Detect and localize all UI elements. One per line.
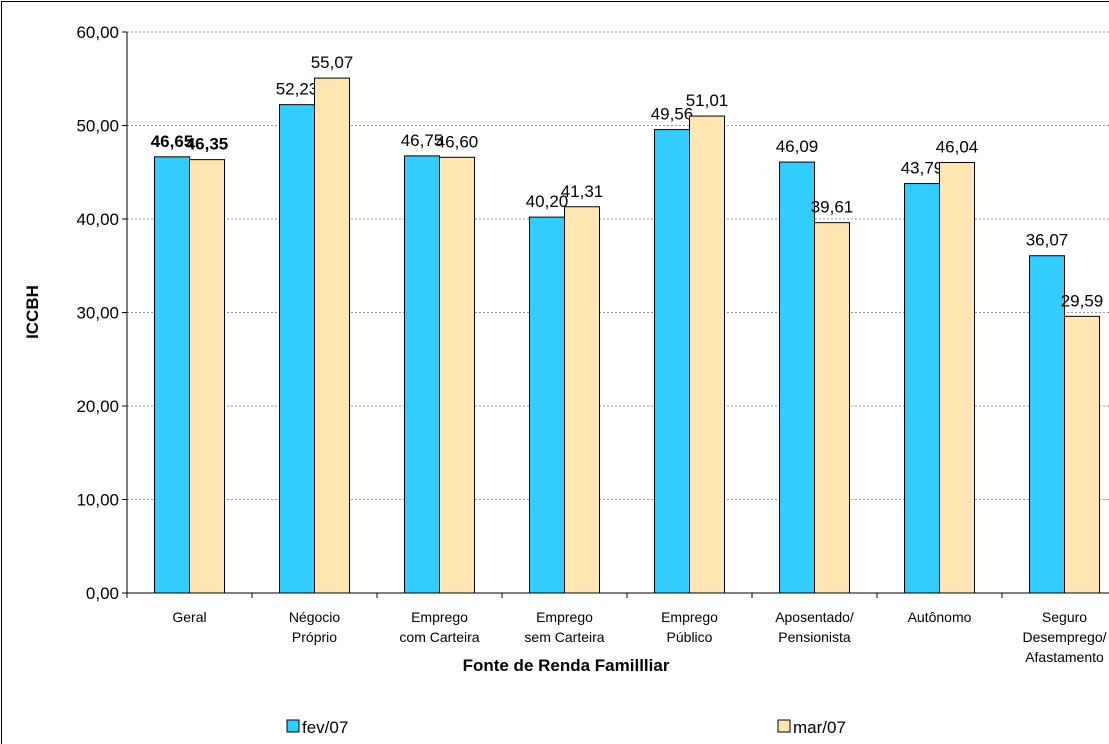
value-label: 46,60 xyxy=(436,132,479,151)
bar xyxy=(1029,255,1065,594)
y-tick-label: 60,00 xyxy=(76,23,119,42)
bar xyxy=(404,155,440,594)
y-tick-label: 0,00 xyxy=(86,584,119,603)
value-label: 46,09 xyxy=(776,137,819,156)
bar xyxy=(1064,315,1100,594)
value-label: 46,35 xyxy=(186,135,229,154)
value-label: 41,31 xyxy=(561,182,604,201)
x-tick-label: Négocio xyxy=(289,609,341,625)
x-tick-label: Público xyxy=(667,629,713,645)
bar xyxy=(314,77,350,594)
y-tick-label: 50,00 xyxy=(76,117,119,136)
value-label: 49,56 xyxy=(651,105,694,124)
bar xyxy=(154,156,190,594)
x-tick-label: Desemprego/ xyxy=(1022,629,1106,645)
value-label: 51,01 xyxy=(686,91,729,110)
x-axis-title: Fonte de Renda Famillliar xyxy=(463,656,670,675)
value-label: 39,61 xyxy=(811,198,854,217)
bar xyxy=(279,104,315,594)
value-label: 46,04 xyxy=(936,138,979,157)
bar xyxy=(654,129,690,594)
x-tick-label: Emprego xyxy=(536,609,593,625)
x-tick-label: Pensionista xyxy=(778,629,851,645)
x-tick-label: com Carteira xyxy=(399,629,479,645)
value-label: 29,59 xyxy=(1061,291,1104,310)
x-tick-label: Afastamento xyxy=(1025,649,1104,665)
bar xyxy=(904,183,940,594)
bar xyxy=(529,216,565,594)
bar xyxy=(779,161,815,594)
bar xyxy=(689,115,725,594)
value-label: 46,75 xyxy=(401,131,444,150)
legend-label: fev/07 xyxy=(302,718,348,737)
value-label: 55,07 xyxy=(311,53,354,72)
legend-swatch xyxy=(777,719,791,733)
y-tick-label: 40,00 xyxy=(76,210,119,229)
x-tick-label: Próprio xyxy=(292,629,337,645)
x-tick-label: Autônomo xyxy=(908,609,972,625)
legend-label: mar/07 xyxy=(793,718,846,737)
y-tick-label: 20,00 xyxy=(76,397,119,416)
legend-swatch xyxy=(286,719,300,733)
value-label: 43,79 xyxy=(901,159,944,178)
y-axis-title: ICCBH xyxy=(23,285,42,339)
value-label: 40,20 xyxy=(526,192,569,211)
x-tick-label: Emprego xyxy=(411,609,468,625)
x-tick-label: Geral xyxy=(172,609,206,625)
x-tick-label: Emprego xyxy=(661,609,718,625)
bar xyxy=(189,159,225,594)
x-tick-label: Seguro xyxy=(1042,609,1087,625)
y-tick-label: 10,00 xyxy=(76,491,119,510)
value-label: 52,23 xyxy=(276,80,319,99)
y-tick-label: 30,00 xyxy=(76,304,119,323)
bar xyxy=(564,206,600,594)
x-tick-label: Aposentado/ xyxy=(775,609,854,625)
value-label: 36,07 xyxy=(1026,231,1069,250)
bar xyxy=(814,222,850,594)
bar xyxy=(439,156,475,594)
x-tick-label: sem Carteira xyxy=(524,629,604,645)
value-label: 46,65 xyxy=(151,132,194,151)
bar xyxy=(939,162,975,594)
